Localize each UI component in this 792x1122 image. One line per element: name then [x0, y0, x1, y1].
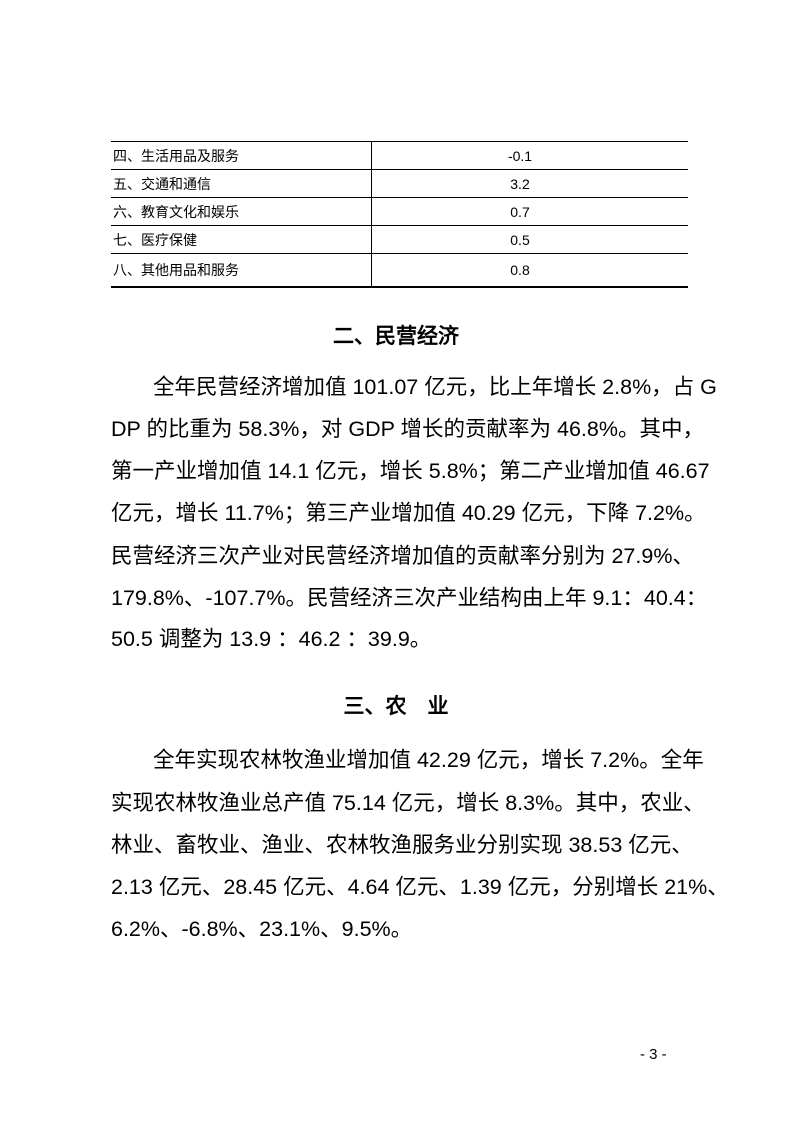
section-heading: 二、民营经济: [333, 325, 459, 348]
row-value: -0.1: [371, 141, 688, 170]
row-label: 四、生活用品及服务: [111, 141, 372, 170]
price-index-table: 四、生活用品及服务 -0.1 五、交通和通信 3.2 六、教育文化和娱乐 0.7 七、…: [111, 141, 688, 288]
row-label: 八、其他用品和服务: [111, 253, 372, 288]
table-row: 五、交通和通信 3.2: [111, 169, 688, 198]
table-row: 四、生活用品及服务 -0.1: [111, 141, 688, 170]
row-value: 0.8: [371, 253, 688, 288]
page-number: - 3 -: [640, 1046, 667, 1063]
row-label: 五、交通和通信: [111, 169, 372, 198]
row-label: 七、医疗保健: [111, 225, 372, 254]
section-heading: 三、农 业: [343, 695, 449, 718]
paragraph-line: 民营经济三次产业对民营经济增加值的贡献率分别为 27.9%、: [111, 544, 694, 568]
paragraph-line: 亿元，增长 11.7%；第三产业增加值 40.29 亿元，下降 7.2%。: [111, 501, 706, 525]
row-value: 3.2: [371, 169, 688, 198]
paragraph-line: 50.5 调整为 13.9 ：46.2 ：39.9。: [111, 627, 432, 651]
paragraph-line: 实现农林牧渔业总产值 75.14 亿元，增长 8.3%。其中，农业、: [111, 791, 705, 815]
table-row: 六、教育文化和娱乐 0.7: [111, 197, 688, 226]
paragraph-line: 2.13 亿元、28.45 亿元、4.64 亿元、1.39 亿元，分别增长 21…: [111, 875, 729, 899]
row-label: 六、教育文化和娱乐: [111, 197, 372, 226]
paragraph-line: 全年民营经济增加值 101.07 亿元，比上年增长 2.8%，占 G: [153, 375, 717, 399]
paragraph-line: 6.2%、-6.8%、23.1%、9.5%。: [111, 917, 413, 941]
paragraph-line: 179.8%、-107.7%。民营经济三次产业结构由上年 9.1：40.4：: [111, 586, 708, 610]
paragraph-line: 林业、畜牧业、渔业、农林牧渔服务业分别实现 38.53 亿元、: [111, 833, 693, 857]
table-row: 八、其他用品和服务 0.8: [111, 253, 688, 288]
paragraph-line: 全年实现农林牧渔业增加值 42.29 亿元，增长 7.2%。全年: [153, 748, 704, 772]
paragraph-line: 第一产业增加值 14.1 亿元，增长 5.8%；第二产业增加值 46.67: [111, 459, 710, 483]
table-row: 七、医疗保健 0.5: [111, 225, 688, 254]
row-value: 0.5: [371, 225, 688, 254]
row-value: 0.7: [371, 197, 688, 226]
paragraph-line: DP 的比重为 58.3%，对 GDP 增长的贡献率为 46.8%。其中，: [111, 417, 704, 441]
